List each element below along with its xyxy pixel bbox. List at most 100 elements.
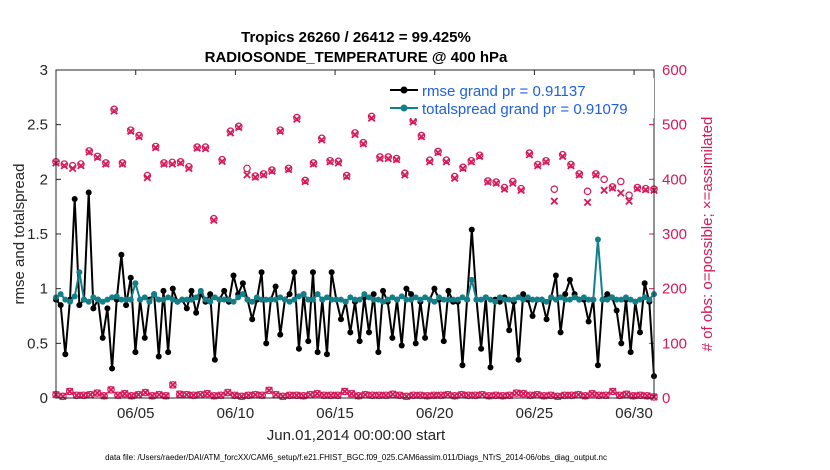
totalspread-point (571, 294, 578, 301)
totalspread-point (632, 298, 639, 305)
obs-assimilated-marker (376, 154, 384, 163)
obs-count-assimilated-marker (547, 391, 555, 400)
obs-possible-marker (417, 131, 426, 140)
obs-assimilated-marker (209, 216, 218, 225)
totalspread-point (81, 296, 88, 303)
obs-count-assimilated-marker (574, 390, 583, 399)
obs-possible-marker (401, 169, 409, 178)
rmse-point (459, 362, 466, 369)
obs-count-possible-marker (265, 386, 273, 395)
rmse-point (403, 285, 410, 292)
totalspread-point (132, 280, 139, 287)
totalspread-point (328, 296, 335, 303)
obs-possible-marker (492, 178, 500, 186)
obs-count-assimilated-marker (285, 391, 294, 400)
obs-possible-marker (600, 175, 608, 184)
rmse-point (258, 269, 265, 276)
obs-assimilated-marker (126, 127, 135, 136)
totalspread-point (552, 296, 559, 303)
obs-assimilated-marker (201, 144, 210, 153)
rmse-point (356, 338, 363, 345)
totalspread-point (123, 296, 130, 303)
obs-assimilated-marker (442, 158, 451, 166)
obs-assimilated-marker (309, 160, 318, 168)
totalspread-point (618, 296, 625, 303)
rmse-point (109, 365, 116, 372)
obs-count-assimilated-marker (258, 391, 267, 400)
totalspread-point (174, 298, 181, 305)
rmse-point (557, 329, 564, 336)
obs-assimilated-marker (508, 179, 517, 187)
totalspread-point (216, 296, 223, 303)
totalspread-point (548, 294, 555, 301)
obs-count-assimilated-marker (492, 391, 500, 400)
totalspread-point (90, 294, 97, 301)
obs-possible-marker (60, 160, 69, 168)
obs-count-assimilated-marker (636, 391, 645, 400)
obs-possible-marker (193, 143, 201, 151)
obs-possible-marker (102, 159, 110, 167)
obs-assimilated-marker (567, 161, 575, 170)
left-tick-label: 0.5 (27, 335, 48, 352)
obs-possible-marker (517, 184, 525, 193)
obs-count-assimilated-marker (395, 391, 404, 400)
rmse-point (207, 291, 214, 298)
obs-possible-marker (176, 158, 185, 166)
totalspread-point (281, 296, 288, 303)
totalspread-point (440, 296, 447, 303)
totalspread-point (300, 291, 307, 298)
obs-assimilated-marker (417, 132, 426, 141)
totalspread-point (104, 296, 111, 303)
right-tick-label: 500 (662, 117, 687, 134)
obs-possible-marker (151, 142, 160, 151)
obs-possible-marker (392, 154, 401, 163)
rmse-point (90, 305, 97, 312)
obs-count-possible-marker (354, 392, 363, 400)
totalspread-point (221, 296, 228, 303)
obs-assimilated-marker (135, 132, 143, 141)
obs-count-assimilated-marker (134, 390, 143, 399)
obs-assimilated-marker (583, 198, 592, 207)
totalspread-point (585, 296, 592, 303)
totalspread-series (53, 236, 657, 305)
obs-assimilated-marker (243, 171, 251, 179)
totalspread-point (151, 291, 158, 298)
obs-assimilated-marker (392, 155, 401, 164)
obs-count-possible-marker (279, 392, 287, 401)
totalspread-point (375, 296, 382, 303)
rmse-point (155, 353, 162, 360)
obs-possible-marker (484, 177, 492, 185)
totalspread-point (113, 293, 120, 300)
rmse-point (515, 356, 522, 363)
obs-possible-marker (425, 156, 434, 165)
obs-count-assimilated-marker (471, 391, 480, 400)
totalspread-point (127, 296, 134, 303)
obs-possible-marker (259, 170, 268, 178)
obs-assimilated-marker (276, 127, 285, 136)
obs-count-assimilated-marker (114, 391, 122, 400)
obs-count-assimilated-marker (588, 389, 596, 398)
obs-assimilated-marker (176, 159, 185, 167)
totalspread-point (291, 296, 298, 303)
totalspread-point (487, 296, 494, 303)
rmse-point (295, 345, 302, 352)
obs-count-assimilated-marker (608, 387, 617, 396)
obs-count-assimilated-marker (93, 389, 102, 397)
left-tick-label: 2.5 (27, 117, 48, 134)
obs-count-assimilated-marker (107, 385, 115, 394)
obs-assimilated-marker (93, 153, 102, 162)
obs-count-assimilated-marker (320, 391, 328, 400)
obs-assimilated-marker (143, 173, 152, 182)
obs-possible-marker (434, 147, 442, 156)
totalspread-point (183, 296, 190, 303)
obs-possible-marker (359, 138, 368, 147)
obs-assimilated-marker (359, 139, 368, 148)
obs-possible-marker (284, 164, 293, 173)
totalspread-point (99, 298, 106, 305)
rmse-point (127, 274, 134, 281)
totalspread-point (95, 296, 102, 303)
rmse-point (552, 272, 559, 279)
totalspread-point (179, 296, 186, 303)
obs-count-possible-marker (581, 392, 590, 400)
